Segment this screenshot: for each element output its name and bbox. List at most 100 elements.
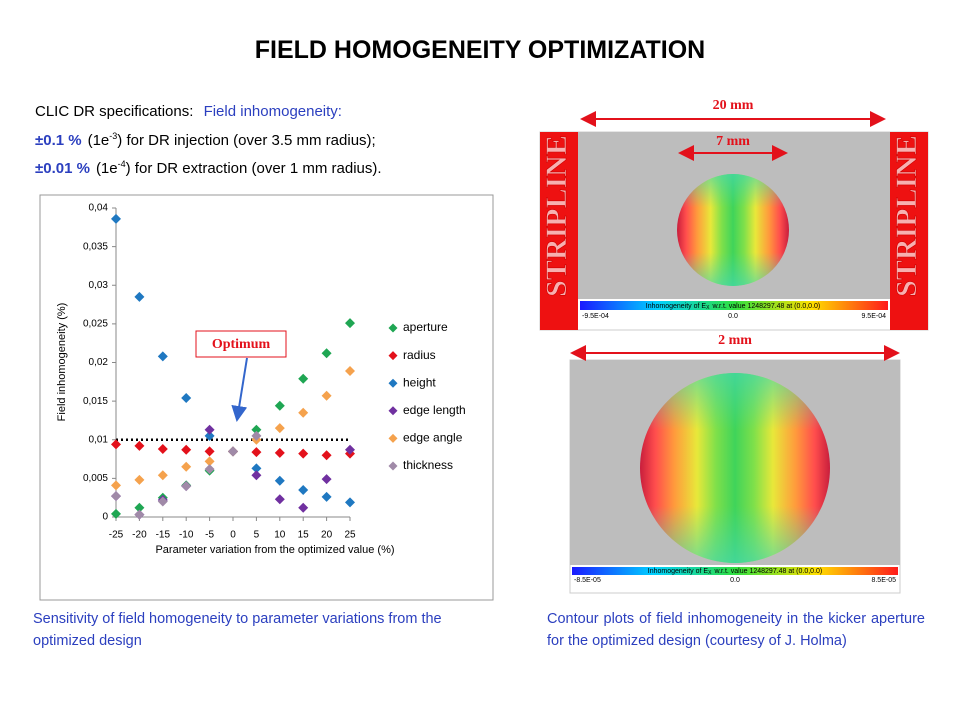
y-tick-label: 0,005 (83, 473, 108, 484)
legend-sub: X (708, 570, 712, 576)
spec-line: CLIC DR specifications: Field inhomogene… (35, 103, 342, 120)
y-tick-label: 0,02 (89, 357, 109, 368)
legend-text: w.r.t. value 1248297.48 at (0.0,0.0) (711, 303, 820, 310)
legend-label: thickness (403, 458, 453, 472)
point (298, 448, 309, 459)
scale-label: 9.5E-04 (861, 313, 886, 320)
slide-title: FIELD HOMOGENEITY OPTIMIZATION (254, 36, 706, 64)
x-tick-label: -10 (179, 530, 194, 541)
point (157, 496, 168, 507)
x-tick-label: -15 (156, 530, 171, 541)
y-tick-label: 0,025 (83, 319, 108, 330)
point (321, 450, 332, 461)
spec-exp: -3 (109, 131, 118, 141)
spec-pre: (1e (87, 132, 110, 149)
point (274, 475, 285, 486)
annotation-box (195, 330, 287, 358)
legend-label: height (403, 375, 436, 389)
point (157, 444, 168, 455)
legend-label: aperture (403, 320, 448, 334)
contour-shade (677, 174, 789, 286)
x-tick-label: 5 (254, 530, 260, 541)
point (204, 446, 215, 457)
point (321, 474, 332, 485)
point (111, 508, 121, 519)
legend-label: edge angle (403, 431, 463, 445)
point (111, 213, 121, 224)
point (274, 447, 285, 458)
point (251, 463, 262, 474)
dimension-label: 2 mm (718, 333, 752, 348)
point (134, 440, 145, 451)
point (274, 423, 285, 434)
legend-label: radius (403, 348, 436, 362)
dimension-label: 20 mm (713, 98, 754, 113)
x-tick-label: -5 (205, 530, 214, 541)
point (274, 494, 285, 505)
spec-line: ±0.1 % (1e-3) for DR injection (over 3.5 … (35, 131, 376, 149)
spec-tol: ±0.1 % (35, 132, 82, 149)
point (111, 491, 121, 502)
point (321, 491, 332, 502)
y-tick-label: 0,04 (89, 203, 109, 214)
point (345, 497, 355, 508)
y-tick-label: 0,015 (83, 396, 108, 407)
spec-field: Field inhomogeneity: (203, 103, 342, 120)
point (251, 424, 262, 435)
spec-post: ) for DR injection (over 3.5 mm radius); (117, 132, 376, 149)
legend-sub: X (706, 305, 710, 311)
spec-tol: ±0.01 % (35, 160, 90, 177)
spec-exp: -4 (117, 159, 126, 169)
point (181, 444, 192, 455)
point (298, 373, 309, 384)
x-tick-label: 25 (344, 530, 356, 541)
point (298, 407, 309, 418)
scale-label: 0.0 (728, 313, 738, 320)
x-tick-label: 20 (321, 530, 333, 541)
legend-label: edge length (403, 403, 466, 417)
y-tick-label: 0,03 (89, 280, 109, 291)
point (111, 480, 121, 491)
y-tick-label: 0,01 (89, 434, 109, 445)
point (274, 400, 285, 411)
scale-label: -9.5E-04 (582, 313, 609, 320)
spec-pre: (1e (95, 160, 118, 177)
point (134, 509, 145, 520)
legend-marker (388, 378, 398, 388)
x-axis-title: Parameter variation from the optimized v… (155, 544, 394, 556)
legend-text: w.r.t. value 1248297.48 at (0.0,0.0) (713, 568, 822, 575)
spec-label: CLIC DR specifications: (35, 103, 194, 120)
chart-frame (39, 194, 494, 601)
caption-left: Sensitivity of field homogeneity to para… (33, 611, 442, 649)
point (157, 470, 168, 481)
point (204, 424, 215, 435)
legend-marker (388, 351, 398, 361)
stripline (890, 132, 928, 330)
stripline-label: STRIPLINE (540, 135, 573, 297)
point (204, 464, 215, 475)
y-axis-title: Field inhomogeneity (%) (56, 303, 68, 422)
spec-line: ±0.01 % (1e-4) for DR extraction (over 1 … (35, 159, 382, 177)
point (251, 470, 262, 481)
scale-label: -8.5E-05 (574, 577, 601, 584)
point (204, 430, 215, 441)
point (345, 365, 355, 376)
annotation: Optimum (212, 337, 271, 352)
legend-marker (388, 323, 398, 333)
point (345, 318, 355, 329)
scale-label: 0.0 (730, 577, 740, 584)
spec-post: ) for DR extraction (over 1 mm radius). (125, 160, 382, 177)
legend-text: Inhomogeneity of E (648, 568, 709, 575)
point (134, 502, 145, 513)
stripline (540, 132, 578, 330)
scale-label: 8.5E-05 (871, 577, 896, 584)
color-scale (572, 567, 898, 575)
x-tick-label: 0 (230, 530, 236, 541)
point (228, 446, 238, 457)
stripline-label: STRIPLINE (890, 135, 923, 297)
point (321, 390, 332, 401)
point (134, 291, 145, 302)
point (321, 348, 332, 359)
point (345, 444, 355, 455)
